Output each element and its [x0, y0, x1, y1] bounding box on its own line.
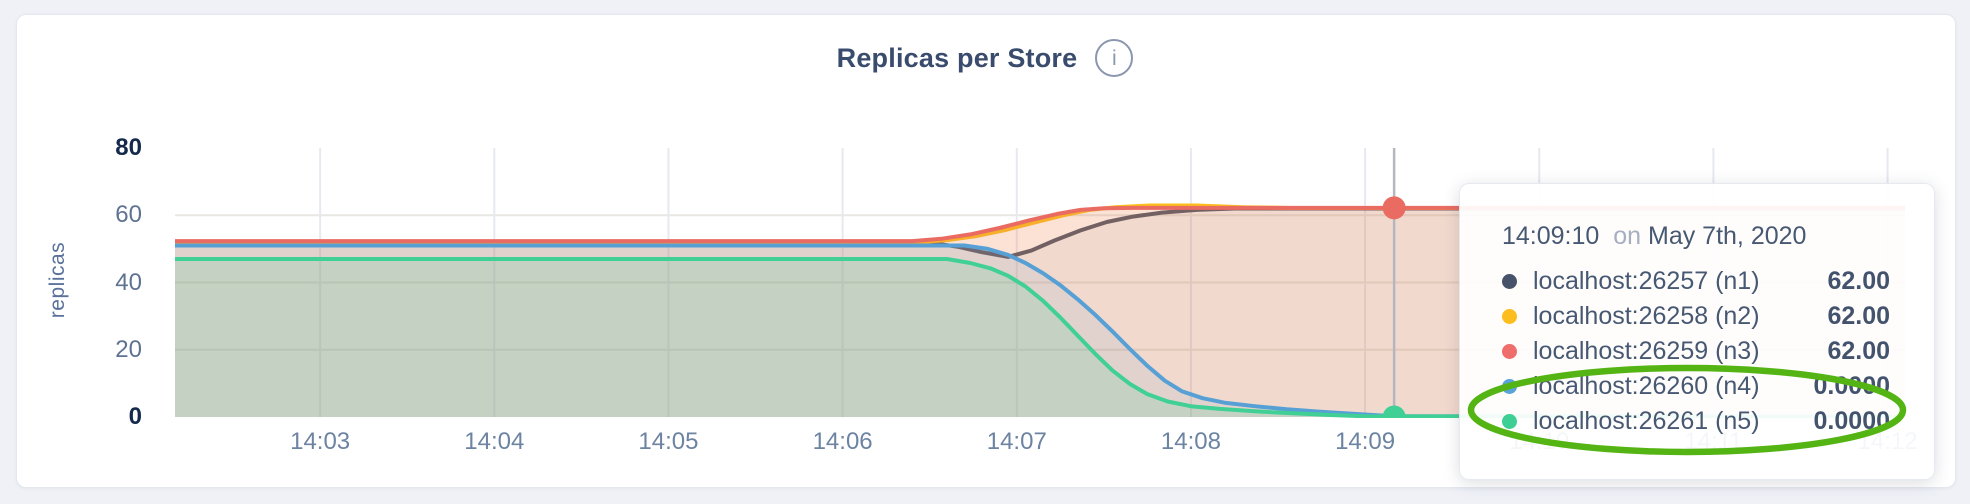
tooltip-timestamp: 14:09:10 on May 7th, 2020 [1502, 222, 1890, 251]
y-axis-title: replicas [46, 241, 69, 319]
series-color-dot [1502, 344, 1517, 359]
tooltip-row: localhost:26259 (n3) 62.00 [1502, 334, 1890, 369]
x-tick-label: 14:06 [812, 428, 873, 455]
y-tick-label: 80 [115, 134, 142, 161]
x-tick-label: 14:03 [290, 428, 351, 455]
series-color-dot [1502, 274, 1517, 289]
series-color-dot [1502, 379, 1517, 394]
x-tick-label: 14:05 [638, 428, 699, 455]
tooltip-row: localhost:26260 (n4) 0.0000 [1502, 369, 1890, 404]
chart-tooltip: 14:09:10 on May 7th, 2020 localhost:2625… [1459, 183, 1935, 480]
tooltip-conjunction-word: on [1613, 222, 1642, 250]
tooltip-series-label: localhost:26257 (n1) [1533, 267, 1760, 295]
tooltip-rows: localhost:26257 (n1) 62.00 localhost:26258… [1502, 264, 1890, 439]
x-tick-label: 14:08 [1160, 428, 1221, 455]
tooltip-date: May 7th, 2020 [1648, 222, 1807, 250]
x-tick-label: 14:07 [986, 428, 1047, 455]
chart-title: Replicas per Store [836, 42, 1078, 73]
y-tick-label: 0 [128, 403, 142, 430]
tooltip-row: localhost:26261 (n5) 0.0000 [1502, 404, 1890, 439]
info-icon-glyph: i [1112, 46, 1117, 70]
tooltip-series-value: 62.00 [1827, 337, 1890, 365]
chart-header: Replicas per Store i [16, 38, 1954, 78]
tooltip-time: 14:09:10 [1502, 222, 1600, 250]
series-color-dot [1502, 414, 1517, 429]
x-tick-label: 14:04 [464, 428, 525, 455]
tooltip-row: localhost:26258 (n2) 62.00 [1502, 299, 1890, 334]
series-color-dot [1502, 309, 1517, 324]
tooltip-row: localhost:26257 (n1) 62.00 [1502, 264, 1890, 299]
tooltip-series-value: 62.00 [1827, 302, 1890, 330]
tooltip-series-label: localhost:26260 (n4) [1533, 372, 1760, 400]
tooltip-series-value: 0.0000 [1813, 407, 1890, 435]
x-tick-label: 14:09 [1335, 428, 1396, 455]
info-icon[interactable]: i [1095, 39, 1134, 77]
y-tick-label: 60 [115, 201, 142, 229]
tooltip-series-value: 62.00 [1827, 267, 1890, 295]
tooltip-series-value: 0.0000 [1813, 372, 1890, 400]
tooltip-series-label: localhost:26259 (n3) [1533, 337, 1760, 365]
tooltip-series-label: localhost:26261 (n5) [1533, 407, 1760, 435]
tooltip-series-label: localhost:26258 (n2) [1533, 302, 1760, 330]
y-tick-label: 40 [115, 268, 142, 296]
y-tick-label: 20 [115, 335, 142, 363]
